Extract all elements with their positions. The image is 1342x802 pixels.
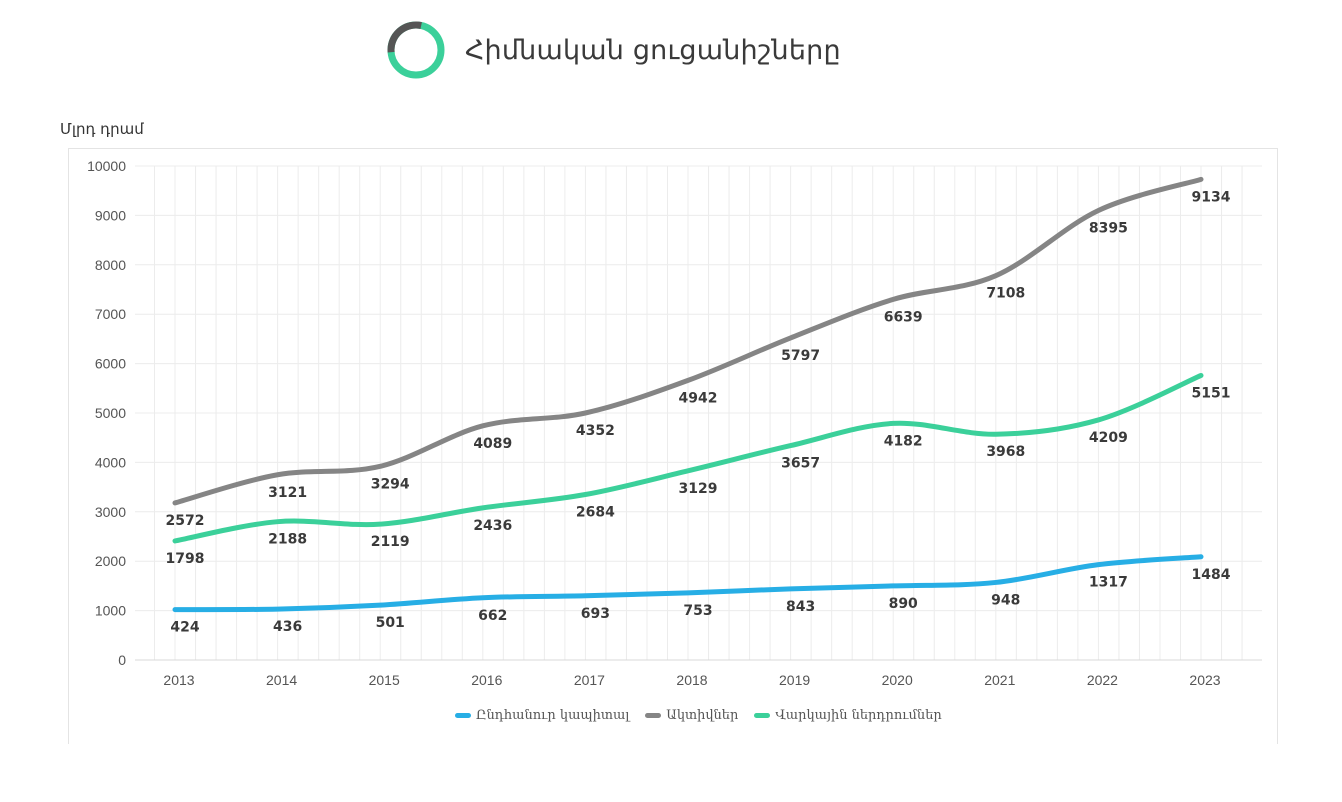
data-label: 2684 bbox=[576, 505, 615, 521]
data-label: 4089 bbox=[473, 436, 512, 452]
series-line bbox=[172, 176, 1204, 506]
y-tick-label: 5000 bbox=[95, 405, 126, 421]
x-tick-label: 2023 bbox=[1189, 672, 1220, 688]
x-tick-label: 2019 bbox=[779, 672, 810, 688]
x-tick-label: 2016 bbox=[471, 672, 502, 688]
x-tick-label: 2013 bbox=[163, 672, 194, 688]
y-tick-label: 1000 bbox=[95, 603, 126, 619]
data-label: 2188 bbox=[268, 532, 307, 548]
data-label: 843 bbox=[786, 599, 815, 615]
data-label: 948 bbox=[991, 592, 1020, 608]
legend-item[interactable]: Վարկային ներդրումներ bbox=[754, 708, 942, 723]
data-label: 4352 bbox=[576, 423, 615, 439]
data-label: 662 bbox=[478, 608, 507, 624]
data-label: 7108 bbox=[986, 286, 1025, 302]
data-label: 5797 bbox=[781, 348, 820, 364]
x-tick-label: 2021 bbox=[984, 672, 1015, 688]
chart-legend: Ընդհանուր կապիտալ Ակտիվներ Վարկային ներդրո… bbox=[455, 708, 958, 723]
legend-item[interactable]: Ակտիվներ bbox=[645, 708, 738, 723]
data-label: 3294 bbox=[371, 476, 410, 492]
data-label: 424 bbox=[170, 620, 199, 636]
y-tick-label: 2000 bbox=[95, 553, 126, 569]
legend-label: Վարկային ներդրումներ bbox=[775, 708, 942, 723]
series-line bbox=[172, 554, 1204, 613]
y-tick-label: 3000 bbox=[95, 504, 126, 520]
data-label: 3968 bbox=[986, 444, 1025, 460]
data-label: 890 bbox=[889, 596, 918, 612]
donut-chart-icon bbox=[387, 21, 445, 79]
data-label: 501 bbox=[376, 615, 405, 631]
y-axis-unit-label: Մլրդ դրամ bbox=[60, 120, 144, 138]
data-label: 4182 bbox=[884, 433, 923, 449]
chart-panel: 0 1000 2000 3000 4000 5000 6000 7000 8000 9000 100… bbox=[68, 148, 1278, 744]
legend-label: Ակտիվներ bbox=[666, 708, 739, 723]
data-label: 4942 bbox=[679, 390, 718, 406]
legend-swatch bbox=[754, 713, 771, 718]
page-title: Հիմնական ցուցանիշները bbox=[465, 34, 841, 66]
data-label: 3657 bbox=[781, 456, 820, 472]
page-header: Հիմնական ցուցանիշները bbox=[385, 18, 841, 82]
data-label: 6639 bbox=[884, 309, 923, 325]
x-tick-label: 2020 bbox=[882, 672, 913, 688]
data-label: 2436 bbox=[473, 518, 512, 534]
y-tick-label: 9000 bbox=[95, 207, 126, 223]
data-label: 3129 bbox=[679, 481, 718, 497]
y-tick-label: 0 bbox=[118, 652, 126, 668]
x-tick-label: 2015 bbox=[369, 672, 400, 688]
data-label: 1484 bbox=[1192, 567, 1231, 583]
data-label: 1317 bbox=[1089, 575, 1128, 591]
line-chart: 0 1000 2000 3000 4000 5000 6000 7000 8000 9000 100… bbox=[87, 158, 1262, 688]
data-label: 693 bbox=[581, 606, 610, 622]
data-label: 753 bbox=[683, 603, 712, 619]
legend-label: Ընդհանուր կապիտալ bbox=[476, 708, 630, 723]
y-tick-label: 6000 bbox=[95, 356, 126, 372]
legend-item[interactable]: Ընդհանուր կապիտալ bbox=[455, 708, 629, 723]
data-label: 2572 bbox=[166, 513, 205, 529]
legend-swatch bbox=[455, 713, 471, 718]
x-tick-label: 2018 bbox=[676, 672, 707, 688]
data-label: 1798 bbox=[166, 551, 205, 567]
series-line bbox=[172, 372, 1204, 544]
data-label: 5151 bbox=[1192, 385, 1231, 401]
data-label: 436 bbox=[273, 619, 302, 635]
y-tick-label: 7000 bbox=[95, 306, 126, 322]
y-tick-label: 10000 bbox=[87, 158, 126, 174]
data-label: 3121 bbox=[268, 485, 307, 501]
legend-swatch bbox=[645, 713, 662, 718]
y-tick-label: 8000 bbox=[95, 257, 126, 273]
x-tick-label: 2017 bbox=[574, 672, 605, 688]
data-label: 9134 bbox=[1192, 189, 1231, 205]
data-label: 4209 bbox=[1089, 430, 1128, 446]
x-tick-label: 2022 bbox=[1087, 672, 1118, 688]
y-tick-label: 4000 bbox=[95, 454, 126, 470]
data-label: 8395 bbox=[1089, 220, 1128, 236]
x-tick-label: 2014 bbox=[266, 672, 297, 688]
donut-segment-secondary bbox=[387, 21, 422, 53]
data-label: 2119 bbox=[371, 534, 410, 550]
